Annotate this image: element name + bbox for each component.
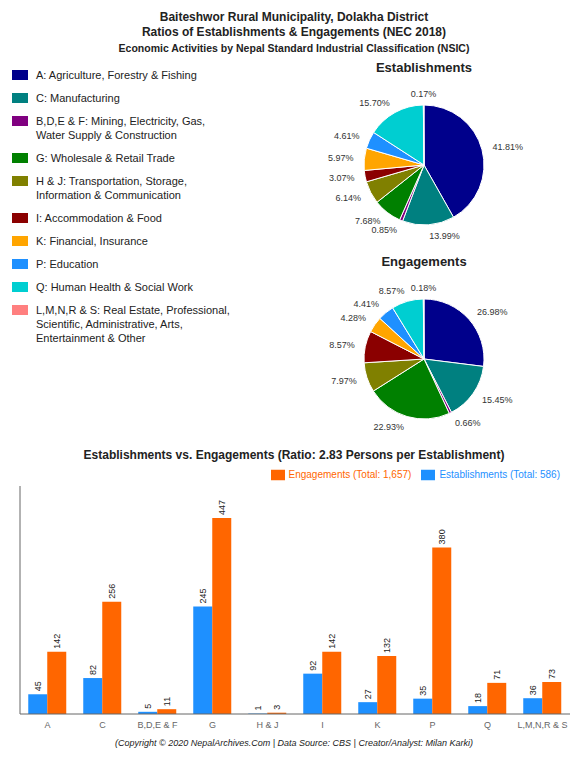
html-text:Ratios of Establishments & Eng: Ratios of Establishments & Engagements (… (142, 25, 446, 39)
svg-text:Q: Q (484, 720, 491, 730)
svg-text:26.98%: 26.98% (477, 307, 508, 317)
svg-text:35: 35 (418, 686, 428, 696)
html-text:Entertainment & Other: Entertainment & Other (36, 332, 146, 344)
svg-text:3: 3 (272, 705, 282, 710)
svg-text:0.18%: 0.18% (411, 283, 437, 293)
svg-text:41.81%: 41.81% (492, 142, 523, 152)
svg-text:447: 447 (217, 500, 227, 515)
html-text:H & J: Transportation, Storage: H & J: Transportation, Storage, (36, 175, 187, 187)
svg-text:36: 36 (528, 685, 538, 695)
svg-text:22.93%: 22.93% (373, 422, 404, 432)
svg-text:I: I (321, 720, 324, 730)
svg-text:73: 73 (547, 669, 557, 679)
html-text:Water Supply & Construction: Water Supply & Construction (36, 129, 177, 141)
svg-text:5.97%: 5.97% (328, 153, 354, 163)
html-text:Engagements: Engagements (381, 254, 467, 269)
html-text:I: Accommodation & Food: I: Accommodation & Food (36, 212, 162, 224)
html-text:Establishments vs. Engagements: Establishments vs. Engagements (Ratio: 2… (83, 448, 505, 462)
svg-text:380: 380 (437, 529, 447, 544)
svg-text:1: 1 (253, 706, 263, 711)
svg-text:B,D,E & F: B,D,E & F (137, 720, 178, 730)
svg-text:245: 245 (198, 589, 208, 604)
svg-text:11: 11 (162, 697, 172, 706)
html-text:Baiteshwor Rural Municipality,: Baiteshwor Rural Municipality, Dolakha D… (159, 10, 429, 24)
svg-text:4.41%: 4.41% (353, 299, 379, 309)
svg-text:0.85%: 0.85% (371, 225, 397, 235)
html-text:Establishments: Establishments (376, 60, 472, 75)
html-text:C: Manufacturing: C: Manufacturing (36, 92, 120, 104)
svg-text:15.45%: 15.45% (482, 395, 513, 405)
svg-text:256: 256 (107, 584, 117, 599)
html-text:P: Education: P: Education (36, 258, 99, 270)
svg-text:L,M,N,R & S: L,M,N,R & S (517, 720, 567, 730)
svg-text:132: 132 (382, 638, 392, 653)
svg-text:8.57%: 8.57% (379, 286, 405, 296)
svg-text:142: 142 (52, 634, 62, 649)
svg-text:C: C (99, 720, 106, 730)
svg-text:7.68%: 7.68% (355, 216, 381, 226)
html-text:(Copyright © 2020 NepalArchive: (Copyright © 2020 NepalArchives.Com | Da… (115, 738, 473, 748)
svg-text:4.61%: 4.61% (334, 131, 360, 141)
svg-text:H & J: H & J (256, 720, 278, 730)
svg-text:3.07%: 3.07% (329, 173, 355, 183)
svg-text:15.70%: 15.70% (359, 98, 390, 108)
svg-text:4.28%: 4.28% (340, 313, 366, 323)
html-text:Q: Human Health & Social Work: Q: Human Health & Social Work (36, 281, 193, 293)
svg-text:6.14%: 6.14% (336, 193, 362, 203)
html-text:L,M,N,R & S: Real Estate, Prof: L,M,N,R & S: Real Estate, Professional, (36, 304, 230, 316)
svg-text:92: 92 (308, 661, 318, 671)
html-text:B,D,E & F: Mining, Electricity: B,D,E & F: Mining, Electricity, Gas, (36, 115, 206, 127)
html-text:Information & Communication: Information & Communication (36, 189, 181, 201)
svg-text:K: K (374, 720, 380, 730)
svg-text:142: 142 (327, 634, 337, 649)
svg-text:45: 45 (33, 681, 43, 691)
html-text:Economic Activities by Nepal S: Economic Activities by Nepal Standard In… (118, 42, 470, 54)
svg-text:7.97%: 7.97% (331, 376, 357, 386)
svg-text:8.57%: 8.57% (329, 340, 355, 350)
svg-text:0.66%: 0.66% (455, 418, 481, 428)
html-text:K: Financial, Insurance: K: Financial, Insurance (36, 235, 148, 247)
svg-text:5: 5 (143, 704, 153, 709)
svg-text:18: 18 (473, 693, 483, 703)
svg-text:13.99%: 13.99% (429, 231, 460, 241)
html-text:Scientific, Administrative, Ar: Scientific, Administrative, Arts, (36, 318, 183, 330)
svg-text:27: 27 (363, 689, 373, 699)
svg-text:G: G (209, 720, 216, 730)
html-text:Establishments (Total: 586): Establishments (Total: 586) (439, 468, 560, 480)
svg-text:A: A (44, 720, 50, 730)
svg-text:82: 82 (88, 665, 98, 675)
html-text:Engagements (Total: 1,657): Engagements (Total: 1,657) (288, 468, 412, 480)
html-text:G: Wholesale & Retail Trade: G: Wholesale & Retail Trade (36, 152, 175, 164)
svg-text:71: 71 (492, 670, 502, 680)
svg-text:P: P (429, 720, 435, 730)
html-text:A: Agriculture, Forestry & Fis: A: Agriculture, Forestry & Fishing (36, 69, 197, 81)
svg-text:0.17%: 0.17% (411, 89, 437, 99)
